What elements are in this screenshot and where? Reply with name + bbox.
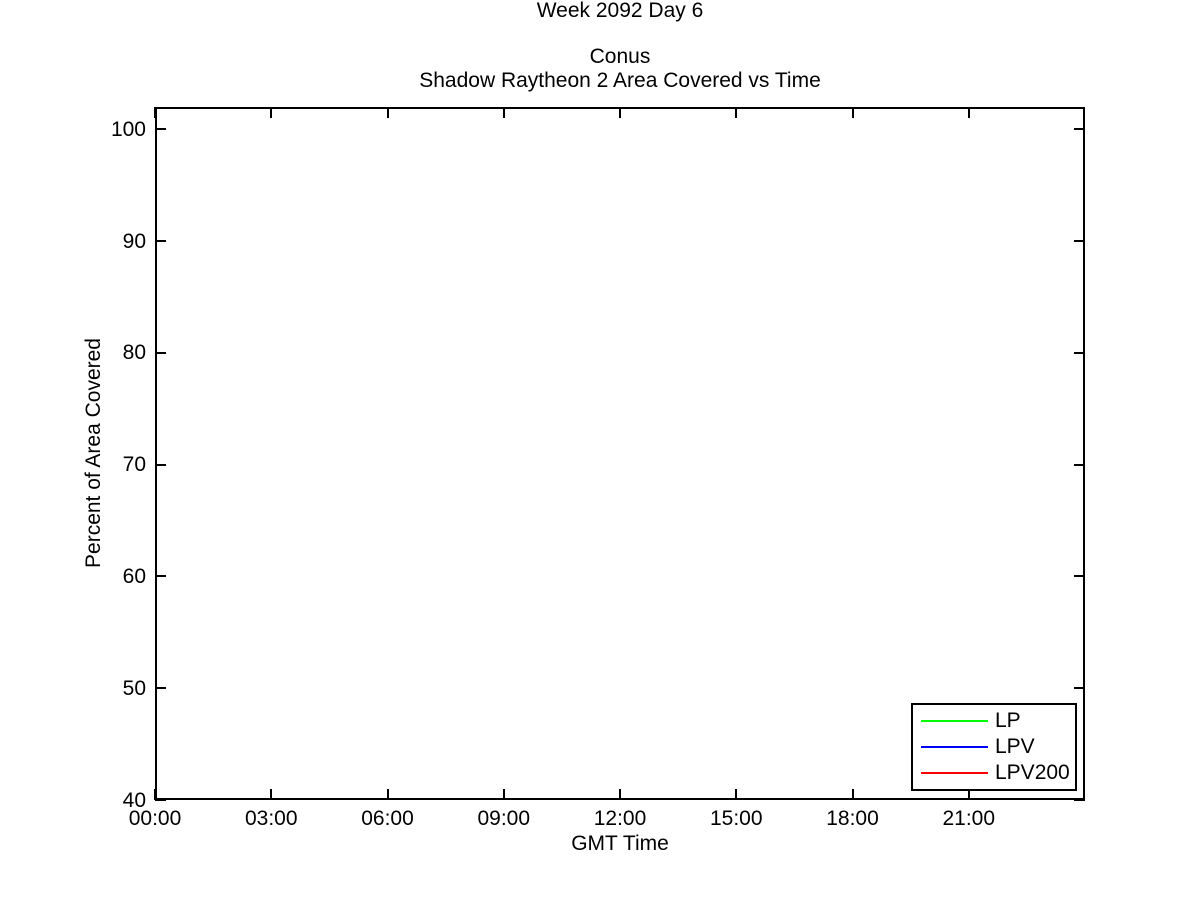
x-tick-top [270, 107, 273, 118]
x-tick-bottom [967, 789, 970, 800]
plot-area [155, 107, 1085, 800]
legend-item: LPV200 [913, 760, 1075, 786]
legend-item: LP [913, 708, 1075, 734]
x-tick-bottom [386, 789, 389, 800]
x-tick-bottom [735, 789, 738, 800]
x-tick-bottom [502, 789, 505, 800]
y-tick-left [155, 463, 166, 466]
legend-line-swatch [921, 746, 988, 748]
y-tick-label: 90 [122, 229, 146, 253]
x-tick-bottom [619, 789, 621, 800]
x-tick-label: 00:00 [128, 807, 182, 830]
x-tick-label: 21:00 [942, 807, 996, 830]
x-tick-bottom [154, 789, 156, 800]
y-tick-right [1074, 128, 1085, 131]
y-tick-label: 50 [122, 676, 146, 700]
legend-label: LP [995, 709, 1021, 732]
y-tick-left [155, 240, 166, 243]
y-tick-label: 100 [110, 117, 146, 141]
x-tick-top [386, 107, 389, 118]
x-tick-bottom [270, 789, 273, 800]
y-tick-right [1074, 463, 1085, 466]
y-tick-right [1074, 240, 1085, 243]
x-tick-top [851, 107, 854, 118]
x-tick-bottom [851, 789, 854, 800]
x-tick-label: 12:00 [593, 807, 647, 830]
y-tick-right [1074, 351, 1085, 354]
y-tick-left [155, 799, 166, 801]
legend-label: LPV200 [995, 761, 1070, 784]
axes-title: Conus Shadow Raytheon 2 Area Covered vs … [155, 45, 1085, 93]
legend-item: LPV [913, 734, 1075, 760]
legend-line-swatch [921, 772, 988, 774]
y-tick-left [155, 687, 166, 690]
x-tick-top [154, 107, 156, 118]
y-tick-left [155, 128, 166, 131]
axes-title-line1: Conus [589, 45, 651, 68]
y-tick-label: 70 [122, 453, 146, 477]
figure-suptitle: Week 2092 Day 6 [536, 0, 704, 22]
y-tick-label: 40 [122, 788, 146, 812]
x-axis-label: GMT Time [571, 832, 669, 855]
y-tick-right [1074, 799, 1085, 801]
y-tick-right [1074, 687, 1085, 690]
x-tick-top [735, 107, 738, 118]
x-tick-label: 03:00 [244, 807, 298, 830]
axes-title-line2: Shadow Raytheon 2 Area Covered vs Time [419, 69, 821, 92]
x-tick-top [502, 107, 505, 118]
x-tick-top [619, 107, 621, 118]
y-tick-left [155, 351, 166, 354]
x-tick-label: 06:00 [361, 807, 414, 830]
y-tick-left [155, 575, 166, 578]
y-tick-label: 60 [122, 564, 146, 588]
x-tick-label: 15:00 [709, 807, 763, 830]
x-tick-label: 09:00 [477, 807, 531, 830]
y-tick-label: 80 [122, 341, 146, 365]
x-tick-label: 18:00 [826, 807, 879, 830]
legend-line-swatch [921, 720, 988, 722]
x-tick-top [967, 107, 970, 118]
y-tick-right [1074, 575, 1085, 578]
legend-label: LPV [995, 735, 1035, 758]
legend-box: LP LPV LPV200 [911, 703, 1077, 791]
